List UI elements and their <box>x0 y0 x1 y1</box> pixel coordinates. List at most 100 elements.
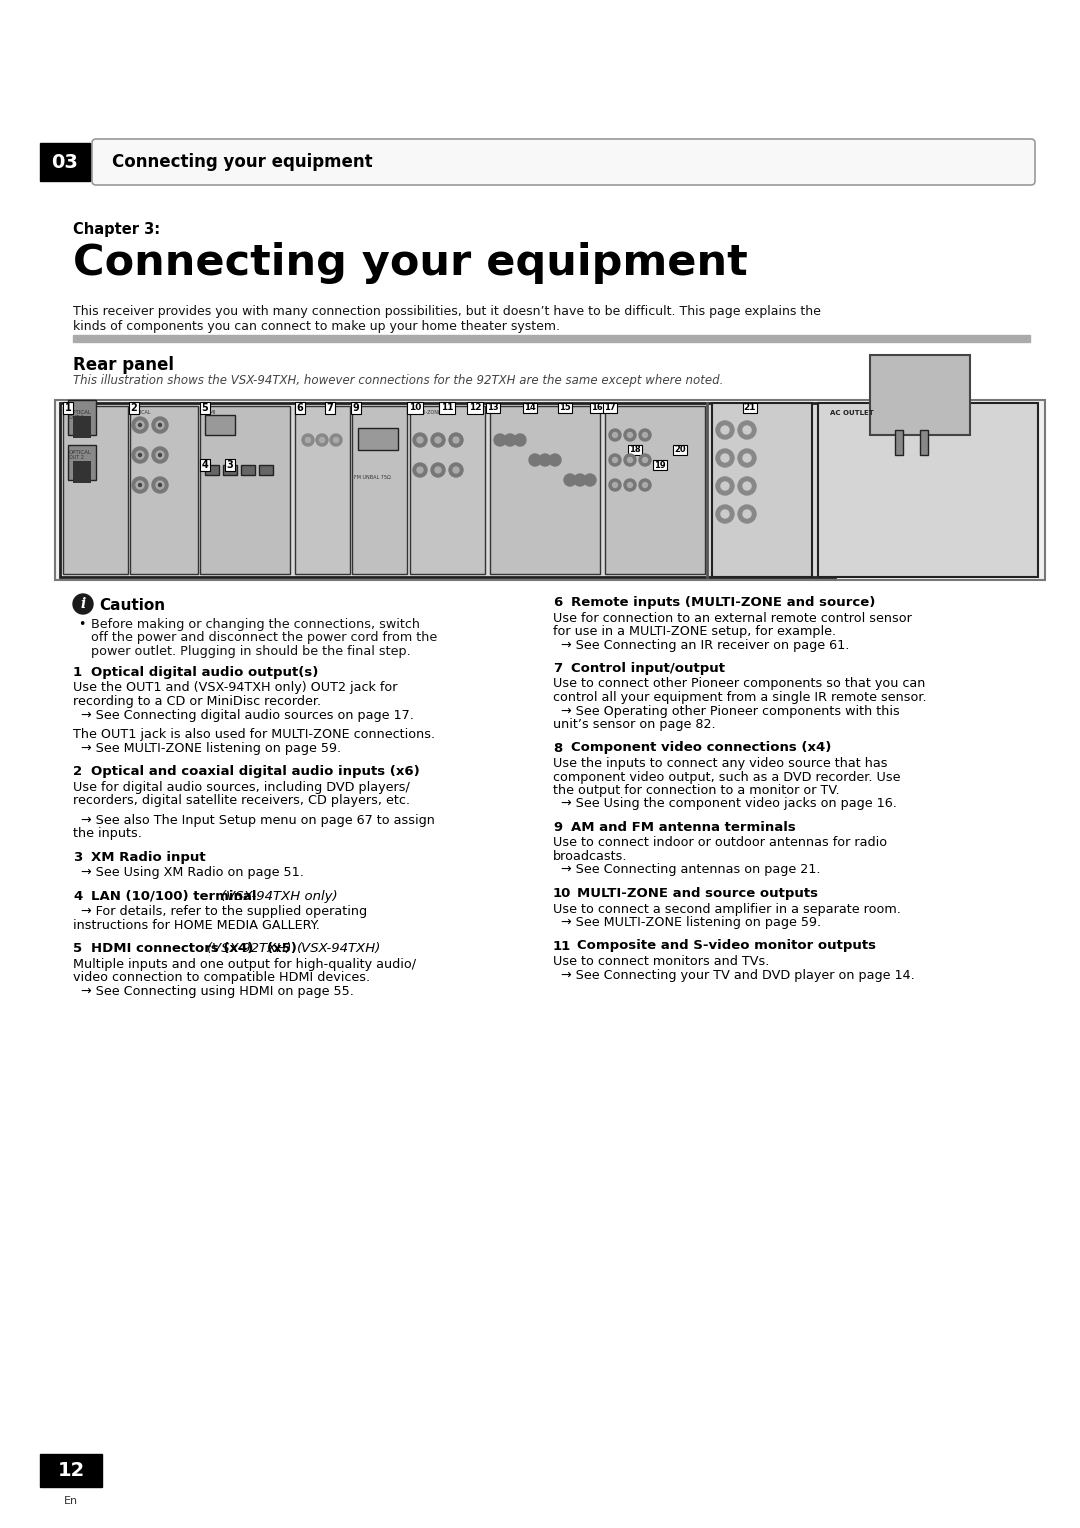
Text: → See MULTI-ZONE listening on page 59.: → See MULTI-ZONE listening on page 59. <box>553 915 821 929</box>
Bar <box>241 465 255 475</box>
Circle shape <box>639 454 651 466</box>
Bar <box>205 465 219 475</box>
Text: Rear panel: Rear panel <box>73 356 174 374</box>
Text: Use the OUT1 and (VSX-94TXH only) OUT2 jack for: Use the OUT1 and (VSX-94TXH only) OUT2 j… <box>73 681 397 695</box>
Text: (x5): (x5) <box>267 943 301 955</box>
Text: Optical and coaxial digital audio inputs (x6): Optical and coaxial digital audio inputs… <box>91 766 420 778</box>
Text: 5: 5 <box>73 943 82 955</box>
Circle shape <box>156 481 164 489</box>
Text: 11: 11 <box>441 403 454 413</box>
Bar <box>295 406 350 575</box>
Text: FM UNBAL 75Ω: FM UNBAL 75Ω <box>354 475 391 480</box>
Text: 03: 03 <box>52 153 79 171</box>
Text: for use in a MULTI-ZONE setup, for example.: for use in a MULTI-ZONE setup, for examp… <box>553 625 836 639</box>
Bar <box>73 416 91 439</box>
Text: 7: 7 <box>553 662 562 675</box>
Circle shape <box>152 417 168 432</box>
Text: Component video connections (x4): Component video connections (x4) <box>571 741 832 755</box>
Bar <box>40 1455 102 1487</box>
Bar <box>605 406 705 575</box>
Bar <box>410 406 485 575</box>
Circle shape <box>643 432 648 437</box>
Text: MULTI-ZONE: MULTI-ZONE <box>411 410 442 416</box>
Text: 8: 8 <box>553 741 563 755</box>
Text: 6: 6 <box>297 403 303 413</box>
Text: 1: 1 <box>73 666 82 678</box>
Circle shape <box>716 422 734 439</box>
Text: MULTI-ZONE and source outputs: MULTI-ZONE and source outputs <box>577 886 818 900</box>
Text: Use to connect monitors and TVs.: Use to connect monitors and TVs. <box>553 955 769 969</box>
Text: This receiver provides you with many connection possibilities, but it doesn’t ha: This receiver provides you with many con… <box>73 306 821 318</box>
Text: Use for digital audio sources, including DVD players/: Use for digital audio sources, including… <box>73 781 409 793</box>
Text: Composite and S-video monitor outputs: Composite and S-video monitor outputs <box>577 940 876 952</box>
Circle shape <box>431 463 445 477</box>
Text: 11: 11 <box>553 940 571 952</box>
Text: HDMI connectors (x4): HDMI connectors (x4) <box>91 943 258 955</box>
Circle shape <box>573 474 586 486</box>
Circle shape <box>320 437 324 443</box>
Bar <box>357 428 399 451</box>
Circle shape <box>639 429 651 442</box>
Circle shape <box>138 454 141 457</box>
Bar <box>895 429 903 455</box>
Text: 4: 4 <box>73 889 82 903</box>
Text: video connection to compatible HDMI devices.: video connection to compatible HDMI devi… <box>73 972 370 984</box>
Text: 2: 2 <box>73 766 82 778</box>
Text: 3: 3 <box>73 851 82 863</box>
Circle shape <box>159 423 162 426</box>
Circle shape <box>624 478 636 490</box>
Circle shape <box>716 477 734 495</box>
Text: kinds of components you can connect to make up your home theater system.: kinds of components you can connect to m… <box>73 319 561 333</box>
Text: → See Using XM Radio on page 51.: → See Using XM Radio on page 51. <box>73 866 303 879</box>
Circle shape <box>743 481 751 490</box>
Text: Connecting your equipment: Connecting your equipment <box>73 241 747 284</box>
Text: 16: 16 <box>591 403 603 413</box>
Bar <box>200 406 291 575</box>
Text: → See Connecting using HDMI on page 55.: → See Connecting using HDMI on page 55. <box>73 984 354 998</box>
Bar <box>40 144 90 180</box>
Bar <box>130 406 198 575</box>
Text: recording to a CD or MiniDisc recorder.: recording to a CD or MiniDisc recorder. <box>73 695 321 707</box>
Text: recorders, digital satellite receivers, CD players, etc.: recorders, digital satellite receivers, … <box>73 795 410 807</box>
Text: 6: 6 <box>553 596 563 610</box>
Text: off the power and disconnect the power cord from the: off the power and disconnect the power c… <box>91 631 437 645</box>
Circle shape <box>413 463 427 477</box>
Text: 9: 9 <box>353 403 360 413</box>
Text: → See Using the component video jacks on page 16.: → See Using the component video jacks on… <box>553 798 896 810</box>
Circle shape <box>435 437 441 443</box>
Text: OPTICAL: OPTICAL <box>69 410 92 416</box>
Text: → See Operating other Pioneer components with this: → See Operating other Pioneer components… <box>553 704 900 718</box>
Circle shape <box>721 454 729 461</box>
Circle shape <box>504 434 516 446</box>
Circle shape <box>721 481 729 490</box>
Circle shape <box>306 437 311 443</box>
Text: component video output, such as a DVD recorder. Use: component video output, such as a DVD re… <box>553 770 901 784</box>
Text: instructions for HOME MEDIA GALLERY.: instructions for HOME MEDIA GALLERY. <box>73 918 320 932</box>
Circle shape <box>738 504 756 523</box>
Circle shape <box>627 432 633 437</box>
Text: 1: 1 <box>65 403 71 413</box>
Text: Use to connect other Pioneer components so that you can: Use to connect other Pioneer components … <box>553 677 926 691</box>
Circle shape <box>627 457 633 463</box>
Text: 13: 13 <box>487 403 499 413</box>
Text: Caution: Caution <box>99 597 165 613</box>
Circle shape <box>612 457 618 463</box>
Text: (VSX-94TXH): (VSX-94TXH) <box>297 943 381 955</box>
Circle shape <box>330 434 342 446</box>
FancyBboxPatch shape <box>92 139 1035 185</box>
Circle shape <box>417 468 423 474</box>
Circle shape <box>738 477 756 495</box>
Text: 10: 10 <box>409 403 421 413</box>
Circle shape <box>743 426 751 434</box>
Bar <box>68 445 96 480</box>
Circle shape <box>738 422 756 439</box>
Circle shape <box>302 434 314 446</box>
Text: 5: 5 <box>202 403 208 413</box>
Text: 12: 12 <box>469 403 482 413</box>
Text: → For details, refer to the supplied operating: → For details, refer to the supplied ope… <box>73 905 367 918</box>
Text: → See Connecting an IR receiver on page 61.: → See Connecting an IR receiver on page … <box>553 639 849 651</box>
Text: 19: 19 <box>654 460 665 469</box>
Text: AM and FM antenna terminals: AM and FM antenna terminals <box>571 821 796 834</box>
Text: Use to connect indoor or outdoor antennas for radio: Use to connect indoor or outdoor antenna… <box>553 836 887 850</box>
Text: Use for connection to an external remote control sensor: Use for connection to an external remote… <box>553 611 912 625</box>
